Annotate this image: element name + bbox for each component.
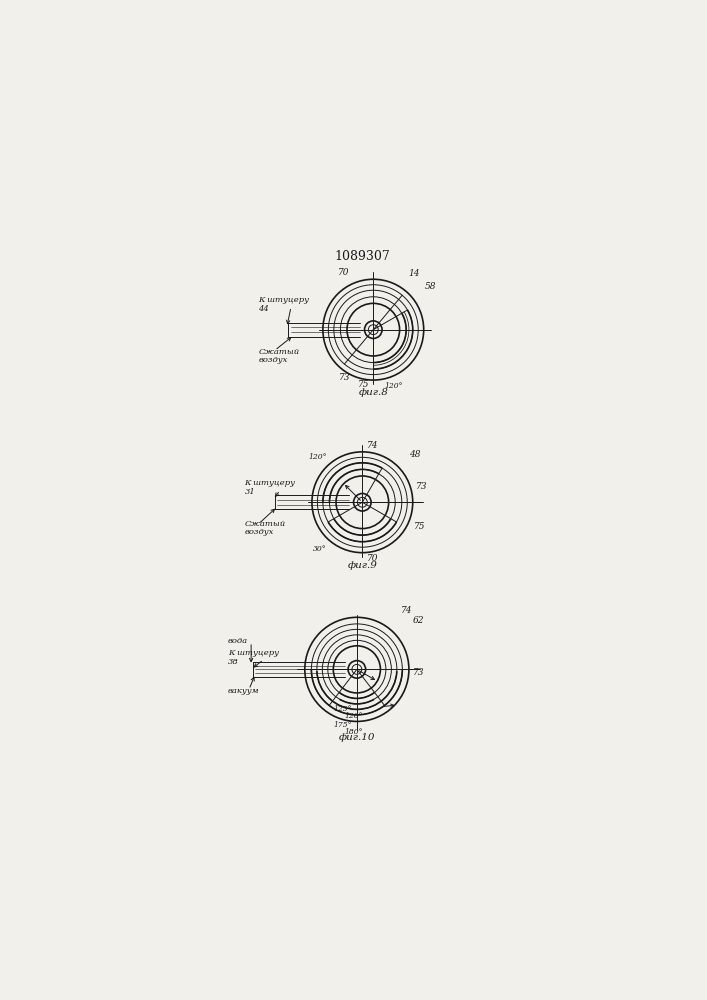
Text: 62: 62 (412, 616, 424, 625)
Text: 75: 75 (414, 522, 426, 531)
Text: 120°: 120° (385, 382, 404, 390)
Text: 120°: 120° (308, 453, 327, 461)
Text: Сжатый: Сжатый (245, 520, 286, 528)
Text: 73: 73 (416, 482, 427, 491)
Text: воздух: воздух (258, 356, 288, 364)
Text: 1089307: 1089307 (334, 250, 390, 263)
Text: 48: 48 (409, 450, 420, 459)
Text: 74: 74 (366, 441, 378, 450)
Text: 70: 70 (337, 268, 349, 277)
Text: 38: 38 (228, 658, 239, 666)
Text: 73: 73 (339, 373, 351, 382)
Text: 75: 75 (358, 380, 369, 389)
Text: Сжатый: Сжатый (258, 348, 299, 356)
Text: фиг.10: фиг.10 (339, 733, 375, 742)
Text: 58: 58 (425, 282, 437, 291)
Text: 70: 70 (366, 554, 378, 563)
Text: фиг.9: фиг.9 (347, 561, 378, 570)
Text: К штуцеру: К штуцеру (258, 296, 309, 304)
Text: 175°: 175° (334, 721, 352, 729)
Text: 14: 14 (409, 269, 420, 278)
Text: 125°: 125° (334, 705, 352, 713)
Text: вода: вода (228, 637, 248, 645)
Text: вакуум: вакуум (228, 687, 259, 695)
Text: 44: 44 (258, 305, 269, 313)
Text: 180°: 180° (345, 728, 363, 736)
Text: К штуцеру: К штуцеру (245, 479, 296, 487)
Text: 30°: 30° (312, 545, 327, 553)
Text: воздух: воздух (245, 528, 274, 536)
Text: 73: 73 (412, 668, 424, 677)
Text: К штуцеру: К штуцеру (228, 649, 279, 657)
Text: фиг.8: фиг.8 (358, 388, 388, 397)
Text: 74: 74 (400, 606, 412, 615)
Text: 31: 31 (245, 488, 255, 496)
Text: 120°: 120° (345, 712, 363, 720)
